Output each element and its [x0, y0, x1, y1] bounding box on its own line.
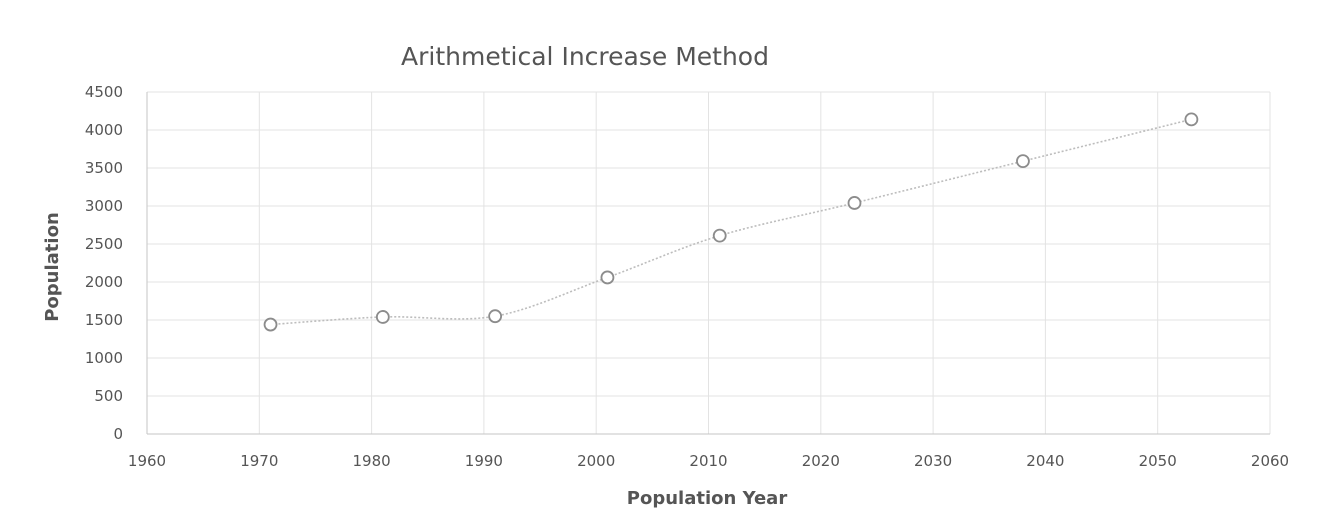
y-tick-label: 2500 [85, 235, 123, 253]
y-tick-label: 0 [113, 425, 123, 443]
data-point [712, 228, 727, 243]
y-tick-label: 1500 [85, 311, 123, 329]
x-tick-label: 2050 [1139, 452, 1177, 470]
data-point [1016, 154, 1030, 169]
x-tick-label: 1970 [240, 452, 278, 470]
y-axis-title: Population [42, 212, 63, 322]
grid-layer [147, 91, 1271, 434]
tick-layer: 0 500 1000 1500 2000 2500 3000 3500 4000 4500 1960… [85, 83, 1289, 470]
data-point [375, 310, 390, 324]
chart-title: Arithmetical Increase Method [401, 42, 769, 71]
x-tick-label: 2040 [1026, 452, 1064, 470]
x-tick-label: 1980 [353, 452, 391, 470]
x-tick-label: 2000 [577, 452, 615, 470]
x-tick-label: 2010 [689, 452, 727, 470]
data-point [1184, 112, 1199, 127]
x-tick-label: 2060 [1251, 452, 1289, 470]
x-tick-label: 1960 [128, 452, 166, 470]
y-tick-label: 3000 [85, 197, 123, 215]
y-tick-label: 2000 [85, 273, 123, 291]
x-tick-label: 2030 [914, 452, 952, 470]
series-layer [263, 112, 1199, 332]
axis-layer [146, 92, 1270, 435]
y-tick-label: 1000 [85, 349, 123, 367]
y-tick-label: 500 [94, 387, 123, 405]
data-point [263, 317, 278, 332]
x-tick-label: 1990 [465, 452, 503, 470]
y-tick-label: 3500 [85, 159, 123, 177]
y-tick-label: 4000 [85, 121, 123, 139]
data-point [600, 270, 615, 285]
x-tick-label: 2020 [802, 452, 840, 470]
y-tick-label: 4500 [85, 83, 123, 101]
series-line [270, 118, 1192, 326]
x-axis-title: Population Year [627, 488, 788, 509]
data-point [847, 196, 862, 210]
data-point [488, 309, 503, 324]
